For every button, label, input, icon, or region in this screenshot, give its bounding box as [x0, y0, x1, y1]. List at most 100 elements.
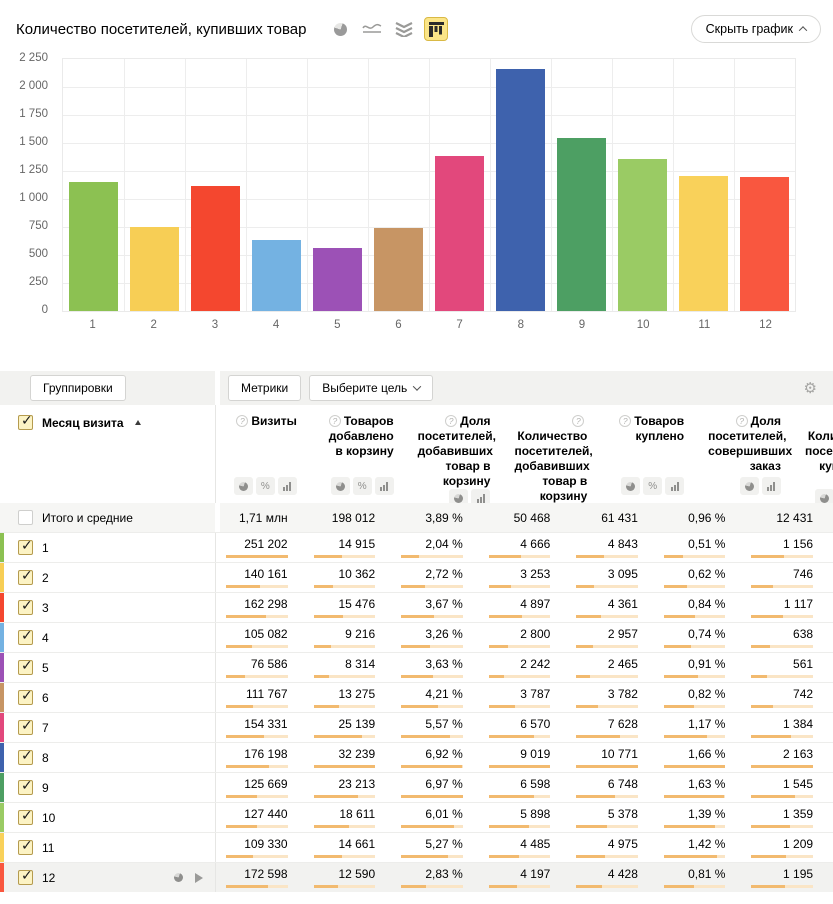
row-checkbox[interactable] [18, 627, 33, 645]
value-minibar-fill [313, 795, 358, 798]
bar-chart-icon[interactable] [424, 17, 449, 41]
value-minibar [488, 795, 551, 798]
row-checkbox[interactable] [18, 807, 33, 825]
percent-view-button[interactable]: % [352, 477, 372, 495]
table-row[interactable]: 4 105 082 9 216 3,26 % 2 800 2 957 0,74 % 638 [0, 622, 833, 652]
row-label: 1 [42, 540, 49, 555]
value-minibar-fill [313, 705, 339, 708]
select-all-checkbox[interactable] [18, 412, 33, 430]
totals-checkbox[interactable] [18, 510, 33, 525]
value-minibar-fill [576, 705, 598, 708]
row-checkbox[interactable] [18, 597, 33, 615]
table-row[interactable]: 9 125 669 23 213 6,97 % 6 598 6 748 1,63 % 1 54… [0, 772, 833, 802]
line-chart-icon[interactable] [360, 17, 384, 41]
value-minibar [313, 795, 376, 798]
value-minibar [313, 735, 376, 738]
hide-chart-button[interactable]: Скрыть график [690, 15, 821, 43]
help-icon[interactable]: ? [445, 415, 458, 427]
pie-view-button[interactable] [233, 477, 253, 495]
sort-ascending-icon[interactable] [134, 420, 141, 425]
help-icon[interactable]: ? [619, 415, 632, 427]
metric-header-label[interactable]: ? Товаров добавлено в корзину [328, 414, 394, 458]
chart-bar[interactable] [69, 181, 118, 311]
gear-icon[interactable]: ⚙ [803, 379, 817, 397]
metric-value-cell: 14 661 [308, 833, 396, 862]
chart-bar[interactable] [435, 156, 484, 311]
metric-value: 0,81 % [688, 867, 726, 881]
table-row[interactable]: 11 109 330 14 661 5,27 % 4 485 4 975 1,42 % 1 2… [0, 832, 833, 862]
help-icon[interactable]: ? [572, 415, 585, 427]
chart-bar[interactable] [618, 158, 667, 311]
table-row[interactable]: 5 76 586 8 314 3,63 % 2 242 2 465 0,91 % 561 [0, 652, 833, 682]
metric-value: 1,66 % [688, 747, 726, 761]
chart-bar[interactable] [679, 175, 728, 311]
metric-header-label[interactable]: ? Товаров куплено [611, 414, 684, 444]
table-row[interactable]: 8 176 198 32 239 6,92 % 9 019 10 771 1,66 % 2 1… [0, 742, 833, 772]
bars-view-button[interactable] [277, 477, 297, 495]
value-minibar-fill [576, 885, 602, 888]
table-row[interactable]: 2 140 161 10 362 2,72 % 3 253 3 095 0,62 % 746 [0, 562, 833, 592]
row-checkbox[interactable] [18, 777, 33, 795]
row-checkbox[interactable] [18, 747, 33, 765]
stacked-area-chart-icon[interactable] [392, 17, 416, 41]
help-icon[interactable]: ? [328, 415, 341, 427]
goal-select[interactable]: Выберите цель [309, 375, 434, 401]
pie-view-button[interactable] [621, 477, 641, 495]
metric-header-label[interactable]: ?Количество посетителей, купивших товар [804, 429, 833, 473]
row-drilldown-icon[interactable] [195, 872, 203, 883]
table-row[interactable]: 6 111 767 13 275 4,21 % 3 787 3 782 0,82 % 742 [0, 682, 833, 712]
bars-view-button[interactable] [665, 477, 685, 495]
chart-bar[interactable] [374, 227, 423, 311]
value-minibar-fill [488, 675, 505, 678]
pie-chart-icon[interactable] [328, 17, 352, 41]
metric-view-buttons: % [321, 477, 394, 495]
percent-view-button[interactable]: % [643, 477, 663, 495]
row-label-cell: 3 [0, 593, 215, 622]
metric-header-label[interactable]: ? Доля посетителей, совершивших заказ [708, 414, 793, 473]
pie-view-button[interactable] [330, 477, 350, 495]
percent-view-button[interactable]: % [255, 477, 275, 495]
dimension-header[interactable]: Месяц визита [42, 415, 124, 430]
table-row[interactable]: 10 127 440 18 611 6,01 % 5 898 5 378 1,39 % 1 3… [0, 802, 833, 832]
bars-view-button[interactable] [374, 477, 394, 495]
row-checkbox[interactable] [18, 537, 33, 555]
value-minibar [751, 855, 814, 858]
row-checkbox[interactable] [18, 717, 33, 735]
metric-header-label[interactable]: ? Визиты [224, 414, 297, 429]
metrics-button[interactable]: Метрики [228, 375, 302, 401]
metric-header-label[interactable]: ? Доля посетителей, добавивших товар в ко… [417, 414, 496, 488]
percent-icon: % [357, 480, 367, 492]
chart-bar[interactable] [130, 227, 179, 311]
pie-view-button[interactable] [449, 489, 469, 507]
chart-bar[interactable] [191, 185, 240, 311]
row-color-stripe [0, 623, 4, 652]
pie-view-button[interactable] [739, 477, 759, 495]
chart-bar[interactable] [557, 137, 606, 311]
row-checkbox[interactable] [18, 657, 33, 675]
table-row[interactable]: 12 172 598 12 590 2,83 % 4 197 4 428 0,81 % 1 1… [0, 862, 833, 892]
help-icon[interactable]: ? [236, 415, 249, 427]
chart-bar[interactable] [740, 177, 789, 311]
bars-view-button[interactable] [761, 477, 781, 495]
table-row[interactable]: 3 162 298 15 476 3,67 % 4 897 4 361 0,84 % 1 11… [0, 592, 833, 622]
row-checkbox[interactable] [18, 867, 33, 885]
chart-bar[interactable] [313, 248, 362, 311]
chart-bar[interactable] [252, 239, 301, 311]
chart-bar[interactable] [496, 68, 545, 311]
metric-header-label[interactable]: ?Количество посетителей, добавивших това… [514, 415, 593, 503]
y-axis-label: 2 000 [19, 80, 48, 92]
row-checkbox[interactable] [18, 567, 33, 585]
metric-value-cell: 2,04 % [395, 533, 483, 562]
row-checkbox[interactable] [18, 687, 33, 705]
row-checkbox[interactable] [18, 837, 33, 855]
value-minibar [576, 735, 638, 738]
metric-value-cell: 32 239 [308, 743, 396, 772]
help-icon[interactable]: ? [735, 415, 748, 427]
value-minibar [663, 825, 726, 828]
value-minibar [488, 615, 551, 618]
table-row[interactable]: 7 154 331 25 139 5,57 % 6 570 7 628 1,17 % 1 38… [0, 712, 833, 742]
row-pie-icon[interactable] [174, 873, 183, 882]
groupings-button[interactable]: Группировки [30, 375, 126, 401]
value-minibar-fill [576, 795, 615, 798]
table-row[interactable]: 1 251 202 14 915 2,04 % 4 666 4 843 0,51 % 1 15… [0, 532, 833, 562]
